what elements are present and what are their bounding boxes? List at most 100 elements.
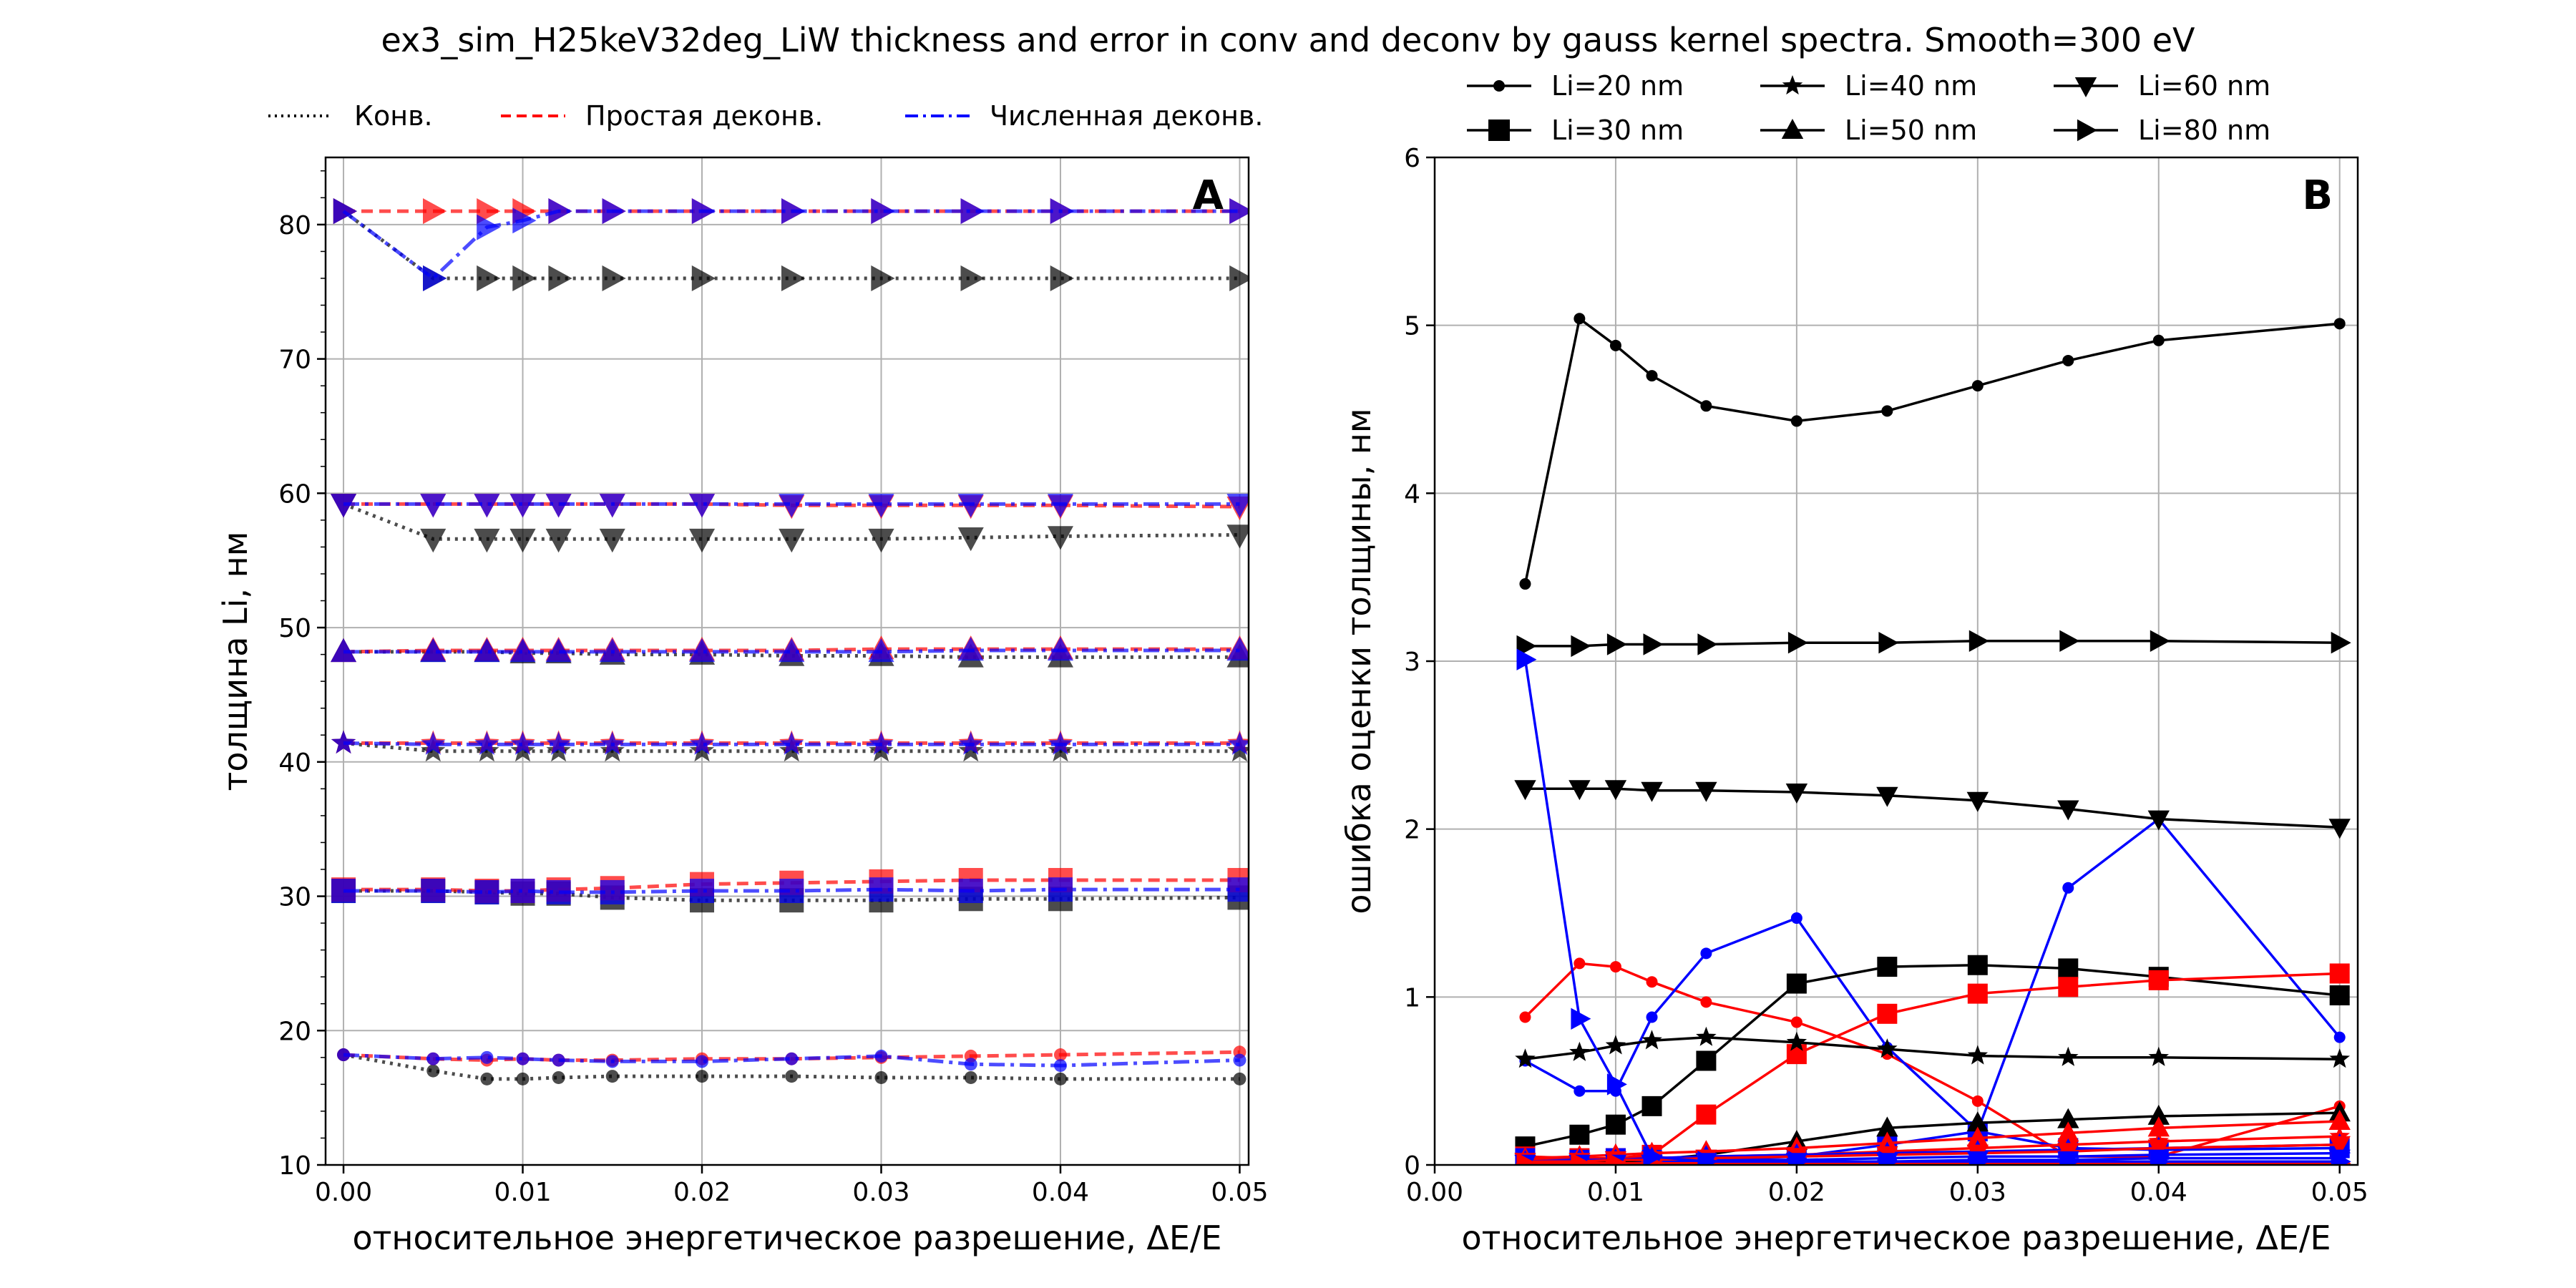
data-point-li40-conv [2148,1046,2169,1066]
data-point-li30-numeric [546,879,571,904]
data-point-li20-simple [1574,957,1586,970]
data-point-li60-conv [1695,781,1717,802]
data-point-li60-numeric [331,494,357,518]
data-point-li80-numeric [477,214,501,240]
y-tick-label: 80 [278,211,311,240]
data-point-li80-conv [871,265,895,291]
data-point-li60-conv [509,528,536,553]
data-point-li40-numeric [600,731,625,755]
data-point-li60-conv [1604,780,1627,801]
legend-li20: Li=20 nm [1467,70,1684,102]
data-point-li80-numeric [1878,1151,1899,1165]
triangle-right-icon [2077,119,2097,142]
y-tick-label: 3 [1404,648,1420,677]
data-point-li20-conv [696,1070,709,1083]
data-point-li60-conv [1047,526,1073,550]
data-point-li40-numeric [331,730,356,754]
data-point-li30-simple [1786,1044,1807,1065]
data-point-li30-numeric [1048,877,1073,902]
y-axis-label: толщина Li, нм [216,532,255,791]
data-point-li30-numeric [690,879,715,904]
y-tick-label: 70 [278,346,311,375]
series-line-li20-conv [1523,316,2340,585]
data-point-li30-conv [1605,1114,1626,1135]
data-point-li80-numeric [1787,1151,1808,1165]
data-point-li20-numeric [964,1058,977,1071]
data-point-li20-numeric [605,1055,619,1068]
data-point-li20-numeric [785,1052,799,1065]
y-tick-label: 5 [1404,312,1420,341]
y-tick-label: 40 [278,748,311,778]
data-point-li40-numeric [546,731,571,755]
x-tick-label: 0.00 [1406,1178,1463,1207]
y-tick-label: 1 [1404,983,1420,1013]
triangle-up-icon [1781,119,1804,139]
data-point-li60-conv [1226,525,1249,549]
data-point-li50-simple [2147,1116,2170,1137]
series-line-li80-numeric [342,209,1240,281]
data-point-li50-numeric [509,638,536,663]
data-point-li20-conv [426,1064,440,1078]
data-point-li20-conv [2062,354,2074,366]
data-point-li60-conv [2328,819,2351,839]
data-point-li60-simple [2147,1139,2170,1160]
data-point-li20-conv [2333,318,2346,330]
data-point-li20-simple [1609,961,1621,973]
data-point-li30-numeric [510,879,535,904]
data-point-li80-conv [2059,630,2080,652]
data-point-li40-conv [2329,1048,2350,1068]
data-point-li20-conv [480,1072,494,1085]
data-point-li20-simple [1519,1011,1531,1023]
series-line-li60-conv [1525,787,2340,829]
data-point-li30-conv [1569,1124,1590,1145]
data-point-li40-numeric [1048,731,1073,755]
data-point-li80-conv [960,265,985,291]
data-point-li80-conv [512,265,537,291]
data-point-li80-numeric [781,198,806,225]
data-point-li80-numeric [2150,1151,2170,1165]
data-point-li30-conv [1696,1050,1717,1071]
x-tick-label: 0.04 [2130,1178,2187,1207]
data-point-li20-simple [1790,1016,1802,1028]
data-point-li60-conv [420,528,447,553]
data-point-li50-conv [2057,1108,2079,1128]
data-point-li30-conv [1967,955,1988,975]
data-point-li20-numeric [1053,1059,1067,1073]
data-point-li40-conv [1569,1041,1590,1061]
data-point-li40-numeric [421,731,446,755]
data-point-li20-numeric [552,1053,565,1067]
data-point-li80-numeric [1516,648,1537,670]
data-point-li20-conv [1519,578,1531,590]
legend-marker [1488,119,1510,141]
data-point-li40-conv [1641,1030,1662,1050]
legend-conv-label: Конв. [354,100,433,132]
data-point-li30-conv [1877,957,1898,977]
data-point-li80-simple [1516,1152,1537,1165]
legend-numeric-label: Численная деконв. [990,100,1263,132]
panel-letter: B [2302,172,2333,219]
legend-li60-label: Li=60 nm [2138,70,2270,102]
plot-area [1514,313,2351,1165]
data-point-li30-simple [1877,1003,1898,1024]
data-point-li40-conv [1048,738,1073,762]
legend-marker [1782,75,1803,95]
data-point-li50-simple [1966,1126,1989,1147]
series-line-li50-numeric [343,648,1240,654]
data-point-li60-conv [545,528,572,553]
data-point-li80-numeric [1697,1151,1718,1165]
y-tick-label: 4 [1404,479,1420,509]
data-point-li80-conv [1697,633,1718,655]
data-point-li80-numeric [871,198,895,225]
data-point-li80-conv [781,265,806,291]
data-point-li60-numeric [1047,494,1073,518]
x-tick-label: 0.03 [852,1178,909,1207]
data-point-li20-simple [1053,1048,1067,1062]
data-point-li60-numeric [779,494,805,518]
data-point-li80-conv [602,265,626,291]
legend-marker [1493,80,1505,92]
data-point-li20-conv [605,1070,619,1083]
data-point-li20-conv [785,1070,799,1083]
data-point-li20-conv [1233,1072,1246,1085]
y-tick-label: 60 [278,479,311,509]
